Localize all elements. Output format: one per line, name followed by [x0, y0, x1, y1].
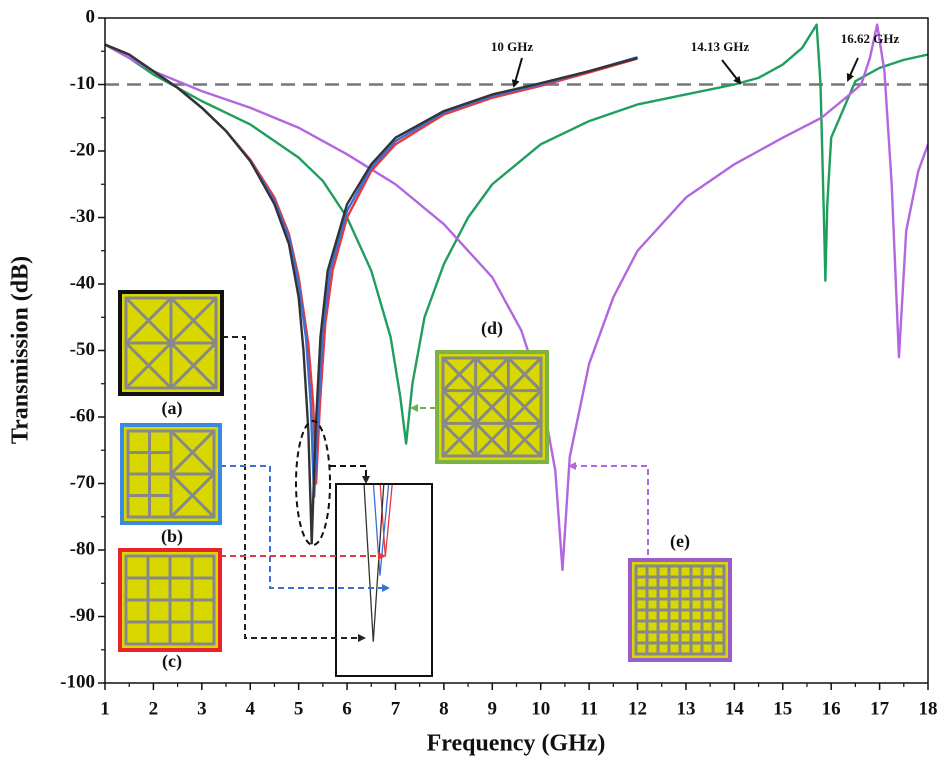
zoom-ellipse — [295, 420, 331, 546]
y-tick-label: -10 — [70, 73, 95, 94]
zoom-line — [379, 485, 393, 557]
x-tick-label: 2 — [149, 698, 159, 719]
unit-cell-strip — [169, 429, 216, 476]
x-tick-label: 12 — [628, 698, 647, 719]
annotation: 14.13 GHz — [691, 39, 750, 54]
x-axis-label: Frequency (GHz) — [427, 731, 606, 757]
annotation: 10 GHz — [491, 39, 533, 54]
unit-cell-strip — [474, 422, 510, 458]
series-line — [105, 43, 638, 545]
connector — [220, 465, 390, 592]
x-tick-label: 5 — [294, 698, 304, 719]
x-tick-label: 15 — [773, 698, 792, 719]
series-line — [105, 23, 928, 572]
unit-cell-strip — [507, 422, 543, 458]
y-tick-label: -30 — [70, 206, 95, 227]
x-tick-label: 3 — [197, 698, 207, 719]
x-tick-label: 8 — [439, 698, 449, 719]
x-tick-label: 17 — [870, 698, 890, 719]
unit-cell-strip — [169, 341, 218, 390]
unit-cell-strip — [169, 296, 218, 345]
unit-cell-strip — [474, 356, 510, 392]
x-tick-label: 16 — [822, 698, 841, 719]
unit-cell-strip — [124, 296, 173, 345]
plot-frame — [104, 17, 929, 684]
y-tick-label: -90 — [70, 605, 95, 626]
unit-cell-strip — [441, 389, 477, 425]
connector — [568, 462, 649, 555]
inset-label: (b) — [161, 526, 183, 547]
connector — [222, 336, 366, 642]
y-tick-label: -80 — [70, 538, 95, 559]
y-tick-label: -70 — [70, 472, 95, 493]
unit-cell-strip — [507, 356, 543, 392]
y-tick-label: 0 — [86, 6, 96, 27]
x-tick-label: 9 — [488, 698, 498, 719]
zoom-inset — [335, 483, 433, 677]
annotation-arrow — [846, 57, 859, 82]
x-tick-label: 11 — [580, 698, 598, 719]
annotation-arrow — [721, 59, 742, 85]
x-tick-label: 7 — [391, 698, 401, 719]
zoom-line — [363, 485, 385, 642]
x-tick-label: 1 — [100, 698, 110, 719]
unit-cell-ring — [441, 356, 543, 458]
unit-cell-strip — [441, 356, 477, 392]
y-tick-label: -100 — [60, 671, 95, 692]
x-tick-label: 18 — [919, 698, 938, 719]
unit-cell-strip — [169, 472, 216, 519]
zoom-line — [372, 485, 390, 576]
series-line — [105, 43, 638, 485]
unit-cell-strip — [507, 389, 543, 425]
x-tick-label: 13 — [676, 698, 695, 719]
inset-label: (e) — [670, 531, 690, 552]
inset-label: (a) — [162, 398, 183, 419]
annotation-arrow — [511, 57, 523, 88]
unit-cell-strip — [124, 341, 173, 390]
x-tick-label: 6 — [342, 698, 352, 719]
connector — [330, 465, 370, 484]
unit-cell-strip — [441, 422, 477, 458]
unit-cell-strip — [474, 389, 510, 425]
x-tick-label: 10 — [531, 698, 550, 719]
x-tick-label: 14 — [725, 698, 745, 719]
annotation: 16.62 GHz — [841, 31, 900, 46]
x-tick-label: 4 — [245, 698, 255, 719]
y-axis-label: Transmission (dB) — [8, 256, 34, 444]
inset-label: (c) — [162, 651, 182, 672]
y-tick-label: -60 — [70, 405, 95, 426]
y-tick-label: -20 — [70, 139, 95, 160]
y-tick-label: -40 — [70, 272, 95, 293]
y-tick-label: -50 — [70, 339, 95, 360]
series-line — [105, 23, 928, 445]
inset-label: (d) — [481, 318, 503, 339]
